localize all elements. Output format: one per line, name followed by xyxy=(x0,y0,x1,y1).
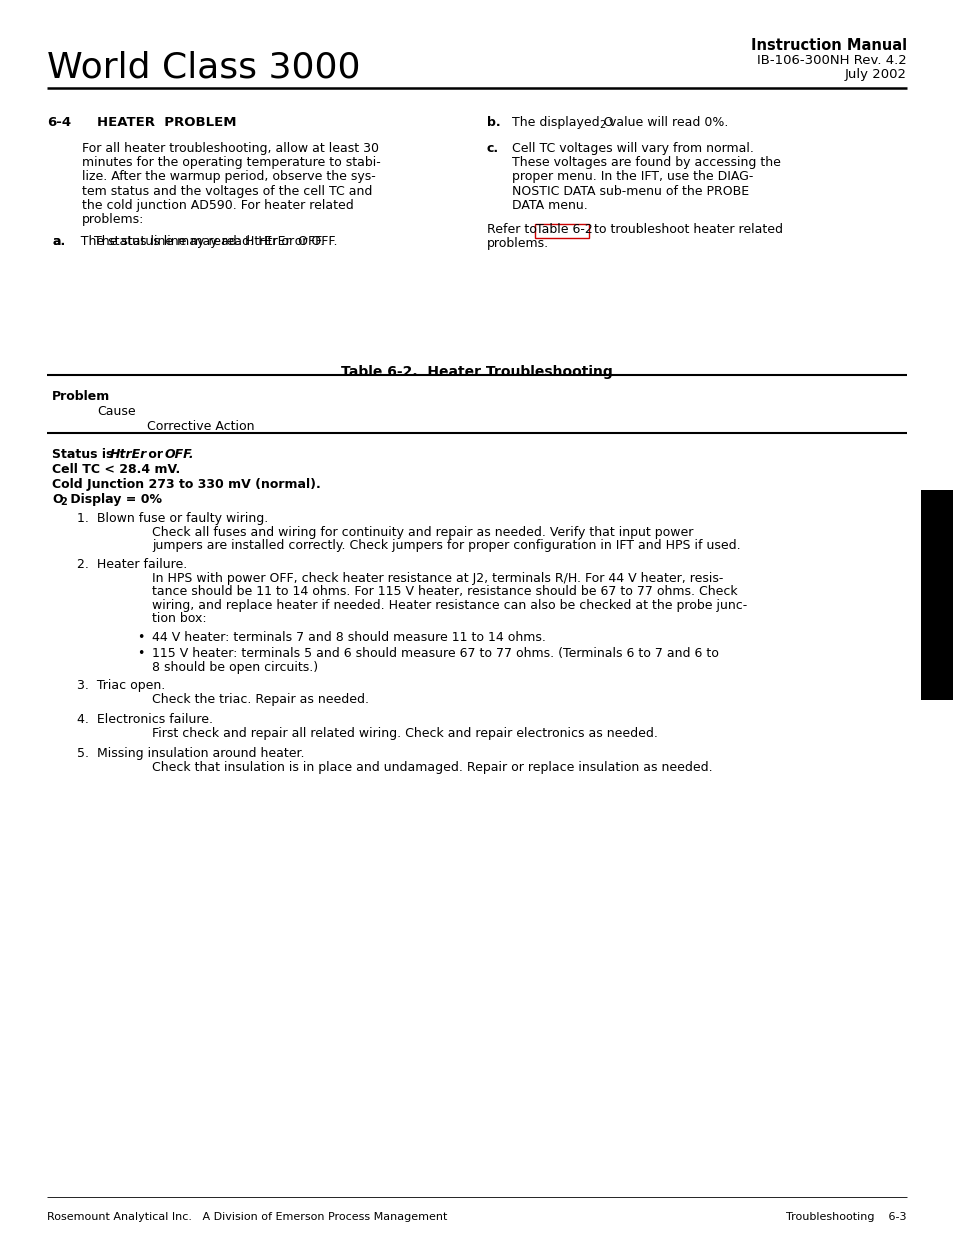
Text: HEATER  PROBLEM: HEATER PROBLEM xyxy=(97,116,236,128)
Text: DATA menu.: DATA menu. xyxy=(512,199,587,211)
Text: 6-4: 6-4 xyxy=(47,116,71,128)
Text: The status line may read: HtrEr or OFF.: The status line may read: HtrEr or OFF. xyxy=(82,235,337,248)
Text: OFF.: OFF. xyxy=(165,448,194,461)
Text: c.: c. xyxy=(486,142,498,156)
Text: a.    The status line may read: HtrEr or OFF.: a. The status line may read: HtrEr or OF… xyxy=(53,235,324,248)
Text: Cause: Cause xyxy=(97,405,135,417)
Text: 2: 2 xyxy=(598,120,604,130)
Bar xyxy=(535,224,588,238)
Text: •: • xyxy=(137,631,144,643)
Text: 115 V heater: terminals 5 and 6 should measure 67 to 77 ohms. (Terminals 6 to 7 : 115 V heater: terminals 5 and 6 should m… xyxy=(152,647,719,659)
Text: Problem: Problem xyxy=(52,390,111,403)
Text: proper menu. In the IFT, use the DIAG-: proper menu. In the IFT, use the DIAG- xyxy=(512,170,753,184)
Text: IB-106-300NH Rev. 4.2: IB-106-300NH Rev. 4.2 xyxy=(757,54,906,67)
Bar xyxy=(920,490,953,700)
Text: 4.  Electronics failure.: 4. Electronics failure. xyxy=(77,713,213,726)
Text: Cold Junction 273 to 330 mV (normal).: Cold Junction 273 to 330 mV (normal). xyxy=(52,478,320,492)
Text: World Class 3000: World Class 3000 xyxy=(47,49,360,84)
Text: 1.  Blown fuse or faulty wiring.: 1. Blown fuse or faulty wiring. xyxy=(77,513,268,525)
Text: problems.: problems. xyxy=(486,237,549,251)
Text: 2: 2 xyxy=(60,496,67,508)
Text: 8 should be open circuits.): 8 should be open circuits.) xyxy=(152,661,317,673)
Text: Display = 0%: Display = 0% xyxy=(66,493,162,506)
Text: tion box:: tion box: xyxy=(152,613,207,625)
Text: Check the triac. Repair as needed.: Check the triac. Repair as needed. xyxy=(152,693,369,706)
Text: July 2002: July 2002 xyxy=(844,68,906,82)
Text: to troubleshoot heater related: to troubleshoot heater related xyxy=(589,224,782,236)
Text: Table 6-2: Table 6-2 xyxy=(536,224,592,236)
Text: Check all fuses and wiring for continuity and repair as needed. Verify that inpu: Check all fuses and wiring for continuit… xyxy=(152,526,693,538)
Text: jumpers are installed correctly. Check jumpers for proper configuration in IFT a: jumpers are installed correctly. Check j… xyxy=(152,540,740,552)
Text: tem status and the voltages of the cell TC and: tem status and the voltages of the cell … xyxy=(82,184,372,198)
Text: HtrEr: HtrEr xyxy=(110,448,147,461)
Text: 5.  Missing insulation around heater.: 5. Missing insulation around heater. xyxy=(77,747,304,760)
Text: Rosemount Analytical Inc.   A Division of Emerson Process Management: Rosemount Analytical Inc. A Division of … xyxy=(47,1212,447,1221)
Text: Cell TC < 28.4 mV.: Cell TC < 28.4 mV. xyxy=(52,463,180,475)
Text: or: or xyxy=(144,448,167,461)
Text: the cold junction AD590. For heater related: the cold junction AD590. For heater rela… xyxy=(82,199,354,211)
Text: In HPS with power OFF, check heater resistance at J2, terminals R/H. For 44 V he: In HPS with power OFF, check heater resi… xyxy=(152,572,722,585)
Text: wiring, and replace heater if needed. Heater resistance can also be checked at t: wiring, and replace heater if needed. He… xyxy=(152,599,746,613)
Text: Cell TC voltages will vary from normal.: Cell TC voltages will vary from normal. xyxy=(512,142,753,156)
Text: •: • xyxy=(137,647,144,659)
Text: Corrective Action: Corrective Action xyxy=(147,420,254,433)
Text: For all heater troubleshooting, allow at least 30: For all heater troubleshooting, allow at… xyxy=(82,142,378,156)
Text: value will read 0%.: value will read 0%. xyxy=(604,116,727,128)
Text: Refer to: Refer to xyxy=(486,224,540,236)
Text: The displayed O: The displayed O xyxy=(512,116,613,128)
Text: tance should be 11 to 14 ohms. For 115 V heater, resistance should be 67 to 77 o: tance should be 11 to 14 ohms. For 115 V… xyxy=(152,585,737,599)
Text: First check and repair all related wiring. Check and repair electronics as neede: First check and repair all related wirin… xyxy=(152,727,658,740)
Text: O: O xyxy=(52,493,63,506)
Text: Instruction Manual: Instruction Manual xyxy=(750,38,906,53)
Text: Troubleshooting    6-3: Troubleshooting 6-3 xyxy=(785,1212,906,1221)
Text: 2.  Heater failure.: 2. Heater failure. xyxy=(77,558,187,571)
Text: minutes for the operating temperature to stabi-: minutes for the operating temperature to… xyxy=(82,156,380,169)
Text: These voltages are found by accessing the: These voltages are found by accessing th… xyxy=(512,156,781,169)
Text: Status is: Status is xyxy=(52,448,117,461)
Text: 3.  Triac open.: 3. Triac open. xyxy=(77,679,165,692)
Text: 44 V heater: terminals 7 and 8 should measure 11 to 14 ohms.: 44 V heater: terminals 7 and 8 should me… xyxy=(152,631,545,643)
Text: Table 6-2.  Heater Troubleshooting: Table 6-2. Heater Troubleshooting xyxy=(341,366,612,379)
Text: lize. After the warmup period, observe the sys-: lize. After the warmup period, observe t… xyxy=(82,170,375,184)
Text: b.: b. xyxy=(486,116,500,128)
Text: a.: a. xyxy=(53,235,66,248)
Text: NOSTIC DATA sub-menu of the PROBE: NOSTIC DATA sub-menu of the PROBE xyxy=(512,184,748,198)
Text: Check that insulation is in place and undamaged. Repair or replace insulation as: Check that insulation is in place and un… xyxy=(152,761,712,774)
Text: problems:: problems: xyxy=(82,212,144,226)
